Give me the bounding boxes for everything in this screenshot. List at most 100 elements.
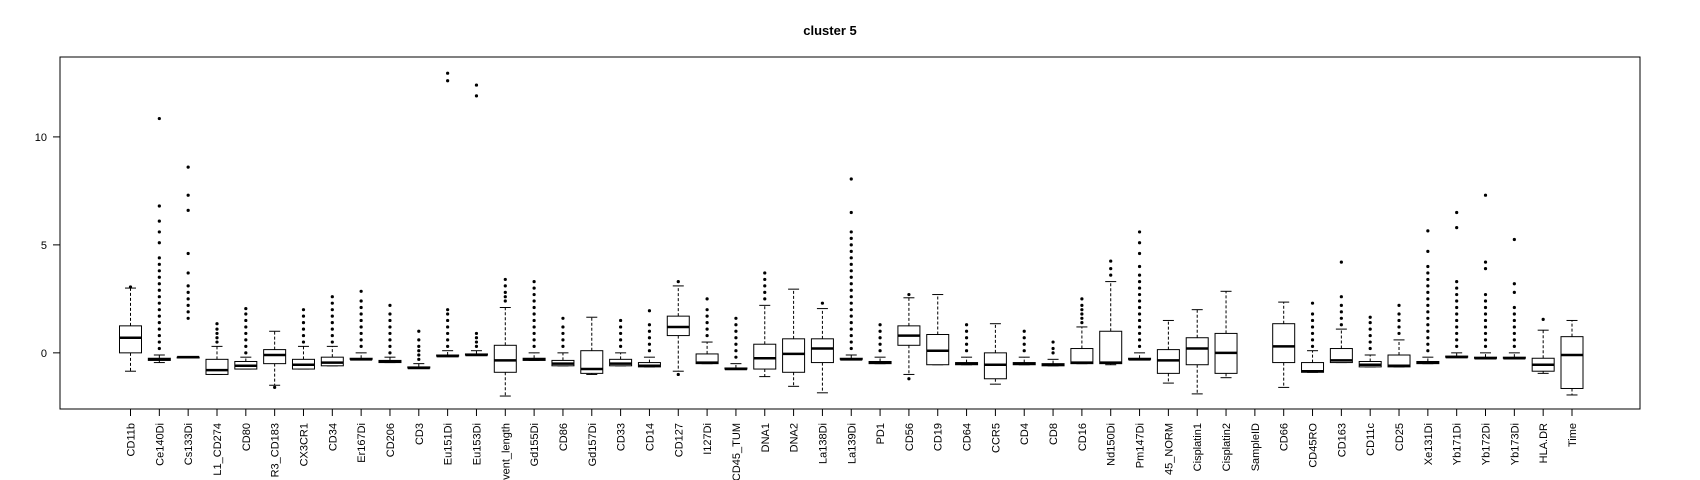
outlier-point [1022,329,1026,333]
outlier-point [417,338,421,342]
outlier-point [1137,312,1142,316]
outlier-point [1310,331,1315,336]
outlier-point [1368,346,1372,351]
x-tick-label: Yb173Di [1509,423,1521,465]
box-Xe131Di [1416,229,1440,365]
x-tick-label: Gd157Di [587,423,599,466]
outlier-point [1426,310,1430,314]
box-CD66 [1272,301,1296,388]
outlier-point [763,277,767,282]
outlier-point [330,314,334,318]
outlier-point [388,312,392,316]
box-Yb172Di [1474,193,1498,360]
outlier-point [330,321,334,325]
outlier-point [647,323,652,327]
outlier-point [878,349,882,353]
outlier-point [157,262,161,266]
outlier-point [849,236,853,240]
x-tick-label: Er167Di [356,423,368,463]
x-tick-label: Gd155Di [529,423,541,466]
outlier-point [1339,295,1343,299]
outlier-point [619,318,623,323]
x-tick-label: CCR5 [990,423,1002,453]
outlier-point [1512,331,1516,336]
outlier-point [1426,229,1430,233]
outlier-point [474,94,479,98]
x-tick-label: CD56 [904,423,916,451]
box-body [810,338,834,364]
outlier-point [446,344,450,348]
outlier-point [1051,351,1055,355]
outlier-point [388,325,392,329]
box-body [1185,337,1209,366]
outlier-point [849,314,853,318]
outlier-point [359,299,363,303]
outlier-point [734,323,738,327]
outlier-point [157,314,161,318]
outlier-point [532,325,536,329]
x-tick-label: La138Di [817,423,829,464]
y-tick-label: 0 [41,348,47,360]
outlier-point [1310,301,1315,305]
outlier-point [1512,344,1516,348]
outlier-point [301,321,306,325]
x-tick-label: Cs133Di [183,423,195,465]
outlier-point [1455,279,1459,284]
outlier-point [244,344,248,348]
x-tick-label: CD80 [241,423,253,451]
x-tick-label: SampleID [1250,423,1262,471]
outlier-point [1339,316,1343,320]
outlier-point [1455,325,1459,329]
box-La139Di [839,177,863,361]
box-Cs133Di [176,165,200,359]
y-tick-label: 10 [35,132,47,144]
x-tick-label: Xe131Di [1423,423,1435,465]
box-body [1560,336,1584,389]
outlier-point [1541,317,1545,321]
outlier-point [186,208,190,212]
box-PD1 [868,323,892,365]
box-Yb173Di [1502,237,1526,360]
x-tick-label: La139Di [846,423,858,464]
boxes-layer [119,71,1584,397]
outlier-point [619,344,623,348]
outlier-point [1483,260,1488,264]
x-axis: CD11b Ce140Di Cs133Di L1_CD274 CD80 R3_CD183 C… [126,409,1579,480]
x-tick-label: Yb172Di [1481,423,1493,465]
box-Yb171Di [1445,210,1469,359]
x-tick-label: CD11c [1365,423,1377,456]
outlier-point [388,318,392,323]
x-tick-label: CX3CR1 [298,423,310,466]
box-body [493,344,517,373]
outlier-point [1109,273,1113,277]
x-tick-label: CD4 [1019,423,1031,445]
outlier-point [1512,338,1516,342]
outlier-point [849,177,853,181]
outlier-point [1483,331,1488,336]
outlier-point [849,308,853,312]
x-tick-label: 45_NORM [1163,423,1175,475]
outlier-point [1483,305,1488,310]
box-body [205,358,229,375]
outlier-point [330,301,334,305]
box-CD34 [320,295,344,367]
outlier-point [157,256,161,260]
outlier-point [1512,237,1516,242]
outlier-point [1455,299,1459,303]
outlier-point [849,327,853,331]
outlier-point [532,338,536,342]
outlier-point [359,325,363,329]
box-Ce140Di [147,116,171,364]
outlier-point [907,292,911,297]
outlier-point [619,325,623,329]
y-axis: 0 5 10 [35,132,60,360]
outlier-point [359,331,363,336]
outlier-point [388,344,392,348]
x-tick-label: CD8 [1048,423,1060,445]
outlier-point [301,340,306,344]
box-CD19 [926,294,950,366]
outlier-point [1397,325,1401,329]
outlier-point [128,285,133,289]
outlier-point [186,193,190,197]
outlier-point [532,279,536,284]
